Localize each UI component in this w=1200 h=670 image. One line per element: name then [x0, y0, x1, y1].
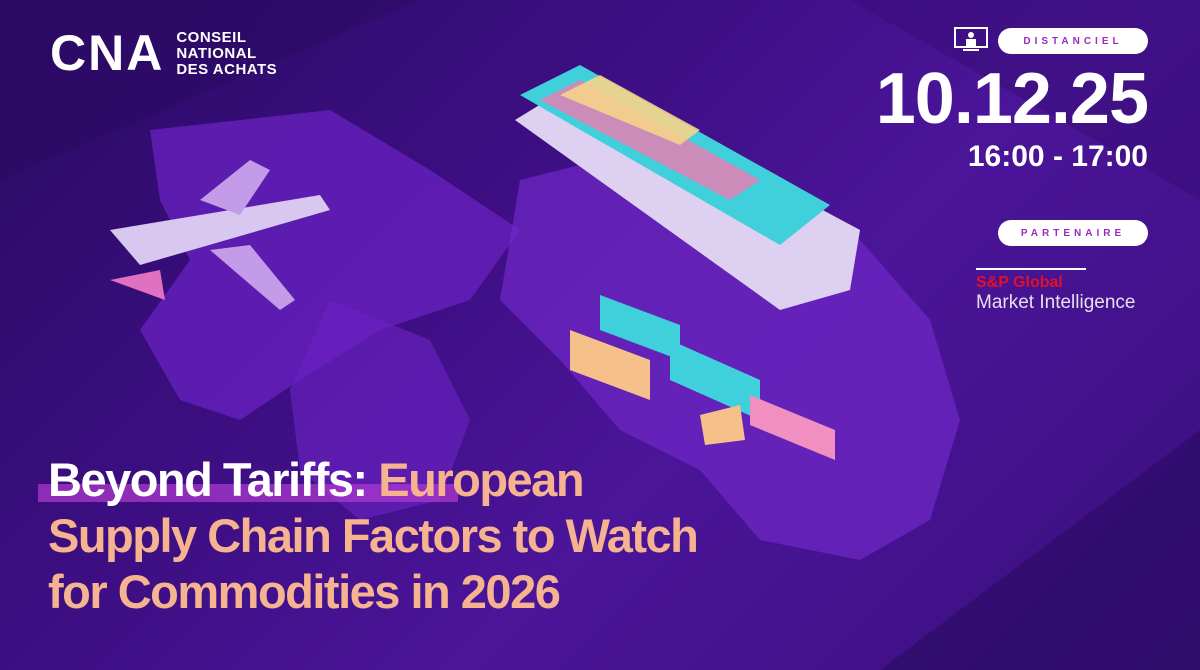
partner-logo: S&P Global Market Intelligence	[976, 268, 1135, 314]
title-highlight-bar	[38, 484, 458, 502]
cna-logo: CNA CONSEIL NATIONAL DES ACHATS	[50, 28, 277, 78]
title-highlight: Beyond Tariffs:	[48, 453, 368, 506]
title-line2: Supply Chain Factors to Watch	[48, 509, 699, 562]
event-date: 10.12.25	[875, 59, 1149, 139]
monitor-person-icon	[954, 27, 988, 51]
partner-logo-rule	[976, 268, 1086, 270]
partner-name: S&P Global	[976, 274, 1063, 291]
logo-mark: CNA	[50, 25, 165, 81]
partner-subname: Market Intelligence	[976, 292, 1136, 313]
truck-train-illustration	[570, 295, 835, 460]
cargo-ship-illustration	[515, 65, 860, 310]
mode-badge: DISTANCIEL	[998, 28, 1148, 54]
logo-line: NATIONAL	[176, 45, 257, 62]
event-title: Beyond Tariffs: European Supply Chain Fa…	[48, 452, 699, 620]
title-line3: for Commodities in 2026	[48, 565, 561, 618]
logo-line: DES ACHATS	[176, 61, 278, 78]
title-line1-rest: European	[366, 453, 584, 506]
event-time: 16:00 - 17:00	[967, 140, 1148, 173]
airplane-illustration	[110, 160, 330, 310]
logo-words: CONSEIL NATIONAL DES ACHATS	[176, 30, 277, 78]
logo-line: CONSEIL	[176, 29, 247, 46]
partner-badge: PARTENAIRE	[998, 220, 1148, 246]
